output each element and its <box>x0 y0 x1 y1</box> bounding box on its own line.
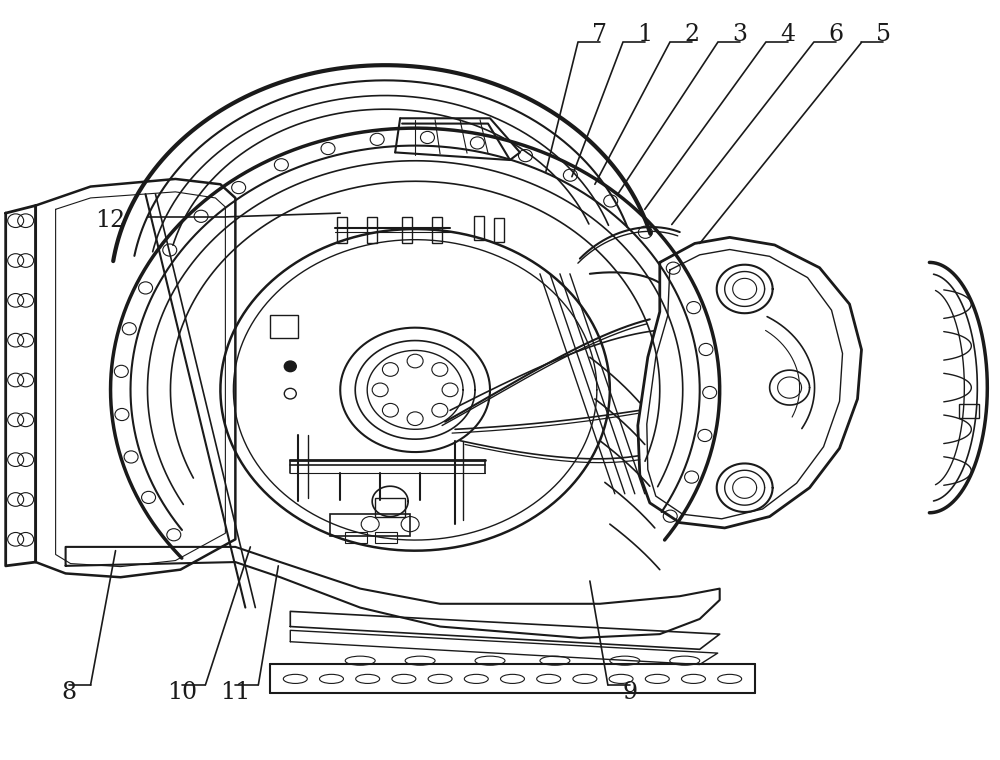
Text: 10: 10 <box>167 681 198 704</box>
Bar <box>959 404 979 418</box>
Bar <box>432 217 442 243</box>
Text: 5: 5 <box>876 24 891 46</box>
Bar <box>375 532 397 543</box>
Bar <box>330 515 410 536</box>
Bar <box>494 217 504 242</box>
Text: 12: 12 <box>95 209 126 233</box>
Bar <box>337 217 347 243</box>
Text: 3: 3 <box>732 24 747 46</box>
Ellipse shape <box>284 361 296 372</box>
Text: 8: 8 <box>61 681 76 704</box>
Text: 2: 2 <box>684 24 699 46</box>
Bar <box>367 217 377 243</box>
Text: 1: 1 <box>637 24 652 46</box>
Bar <box>375 498 405 517</box>
Bar <box>345 532 367 543</box>
Text: 7: 7 <box>592 24 607 46</box>
Text: 9: 9 <box>622 681 637 704</box>
Text: 4: 4 <box>780 24 795 46</box>
Bar <box>270 315 298 337</box>
Text: 6: 6 <box>828 24 843 46</box>
Bar <box>402 217 412 243</box>
Bar <box>474 216 484 240</box>
Text: 11: 11 <box>220 681 250 704</box>
